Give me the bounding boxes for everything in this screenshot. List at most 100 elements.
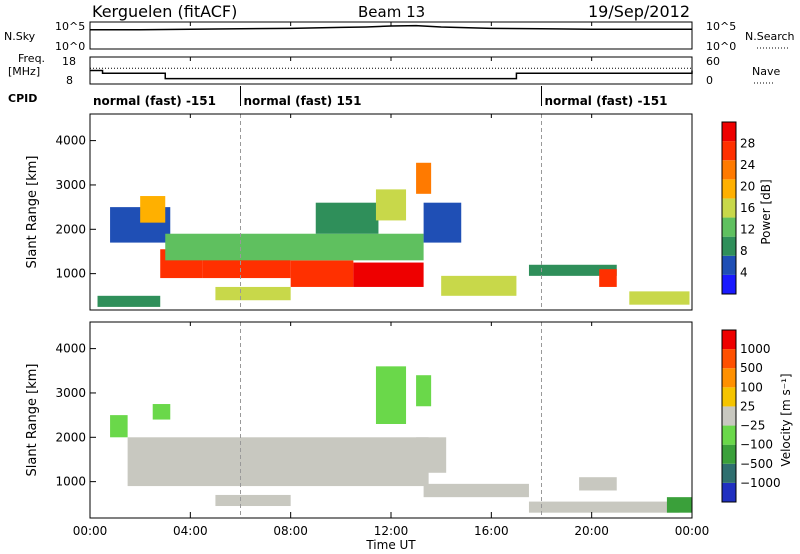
colorbar-tick-label: 8: [740, 244, 748, 258]
freq-panel-frame: [89, 56, 693, 85]
x-tick-label: 08:00: [273, 524, 308, 538]
y-tick-label: 3000: [55, 386, 86, 400]
colorbar-tick-label: −500: [740, 457, 773, 471]
nave-tick-bottom: 0: [706, 74, 713, 87]
x-tick-label: 20:00: [574, 524, 609, 538]
nsky-label: N.Sky: [4, 30, 36, 43]
velocity-colorbar-label: Velocity [m s⁻¹]: [779, 373, 793, 466]
colorbar-tick-label: 500: [740, 361, 763, 375]
freq-label: Freq.: [18, 52, 45, 65]
heatmap-cell: [110, 415, 128, 438]
colorbar-tick-label: −1000: [740, 476, 781, 490]
power-ylabel: Slant Range [km]: [25, 156, 40, 269]
colorbar-tick-label: −25: [740, 419, 765, 433]
y-tick-label: 1000: [55, 475, 86, 489]
heatmap-cell: [202, 255, 291, 279]
colorbar-swatch: [722, 274, 736, 294]
heatmap-cell: [629, 291, 690, 305]
heatmap-cell: [375, 189, 407, 221]
cpid-label: CPID: [8, 92, 37, 105]
power-colorbar: 4 8 12 16 20 24 28: [721, 121, 755, 295]
heatmap-cell: [528, 264, 617, 276]
colorbar-swatch: [722, 444, 736, 464]
heatmap-cell: [140, 196, 166, 223]
colorbar-tick-label: 24: [740, 158, 755, 172]
heatmap-cell: [423, 483, 529, 498]
colorbar-tick-label: 20: [740, 180, 755, 194]
colorbar-swatch: [722, 387, 736, 407]
heatmap-cell: [441, 275, 517, 296]
heatmap-cell: [127, 437, 429, 487]
heatmap-cell: [290, 260, 354, 287]
x-tick-label: 12:00: [374, 524, 409, 538]
freq-series-line: [90, 69, 693, 80]
heatmap-cell: [375, 366, 407, 424]
x-tick-label: 00:00: [73, 524, 108, 538]
colorbar-swatch: [722, 255, 736, 275]
cpid-segment-label: normal (fast) -151: [93, 94, 216, 108]
colorbar-frame: [721, 121, 737, 295]
colorbar-swatch: [722, 236, 736, 256]
power-heatmap: [97, 114, 690, 310]
nsky-series-line: [90, 24, 692, 31]
colorbar-swatch: [722, 217, 736, 237]
heatmap-cell: [423, 202, 462, 243]
colorbar-swatch: [722, 122, 736, 142]
colorbar-swatch: [722, 349, 736, 369]
colorbar-swatch: [722, 406, 736, 426]
freq-tick-top: 18: [62, 55, 76, 68]
nsky-tick-bottom: 10^0: [55, 40, 85, 53]
colorbar-tick-label: 4: [740, 266, 748, 280]
power-colorbar-label: Power [dB]: [759, 179, 773, 244]
station-title: Kerguelen (fitACF): [92, 2, 237, 21]
velocity-heatmap: [110, 322, 692, 518]
heatmap-cell: [416, 375, 432, 407]
heatmap-cell: [416, 437, 447, 473]
y-tick-label: 2000: [55, 222, 86, 236]
heatmap-cell: [97, 295, 161, 307]
colorbar-swatch: [722, 425, 736, 445]
x-axis-ticks: 00:00 04:00 08:00 12:00 16:00 20:00 00:00: [73, 22, 710, 538]
x-tick-label: 16:00: [474, 524, 509, 538]
colorbar-tick-label: −100: [740, 438, 773, 452]
cpid-segments: normal (fast) -151 normal (fast) 151 norma…: [93, 86, 667, 108]
heatmap-cell: [215, 286, 291, 301]
colorbar-frame: [721, 329, 737, 503]
heatmap-cell: [666, 497, 692, 513]
colorbar-tick-label: 12: [740, 223, 755, 237]
nsearch-tick-top: 10^5: [706, 20, 736, 33]
colorbar-swatch: [722, 368, 736, 388]
date-title: 19/Sep/2012: [588, 2, 690, 21]
cpid-segment-label: normal (fast) 151: [244, 94, 362, 108]
heatmap-cell: [579, 477, 617, 491]
heatmap-cell: [599, 269, 617, 287]
velocity-ylabel: Slant Range [km]: [25, 364, 40, 477]
nave-label: Nave: [752, 65, 780, 78]
cpid-segment-label: normal (fast) -151: [545, 94, 668, 108]
colorbar-tick-label: 1000: [740, 342, 771, 356]
heatmap-cell: [165, 233, 424, 261]
velocity-colorbar: 1000 500 100 25 −25 −100 −500 −1000: [721, 329, 781, 503]
heatmap-cell: [353, 262, 424, 287]
y-tick-label: 2000: [55, 430, 86, 444]
y-tick-label: 4000: [55, 342, 86, 356]
nave-tick-top: 60: [706, 55, 720, 68]
x-tick-label: 00:00: [675, 524, 710, 538]
nsearch-label: N.Search: [745, 30, 795, 43]
heatmap-cell: [416, 162, 432, 194]
heatmap-cell: [152, 404, 171, 420]
colorbar-tick-label: 100: [740, 380, 763, 394]
y-axis-ticks: 1000 2000 3000 4000 1000 2000 3000 4000: [55, 134, 96, 489]
y-tick-label: 1000: [55, 267, 86, 281]
heatmap-cell: [215, 494, 291, 507]
heatmap-cell: [315, 202, 379, 234]
heatmap-cell: [528, 501, 680, 513]
colorbar-swatch: [722, 330, 736, 350]
colorbar-tick-label: 25: [740, 399, 755, 413]
freq-unit-label: [MHz]: [8, 65, 40, 78]
colorbar-tick-label: 28: [740, 137, 755, 151]
colorbar-swatch: [722, 141, 736, 161]
colorbar-swatch: [722, 463, 736, 483]
colorbar-tick-label: 16: [740, 201, 755, 215]
